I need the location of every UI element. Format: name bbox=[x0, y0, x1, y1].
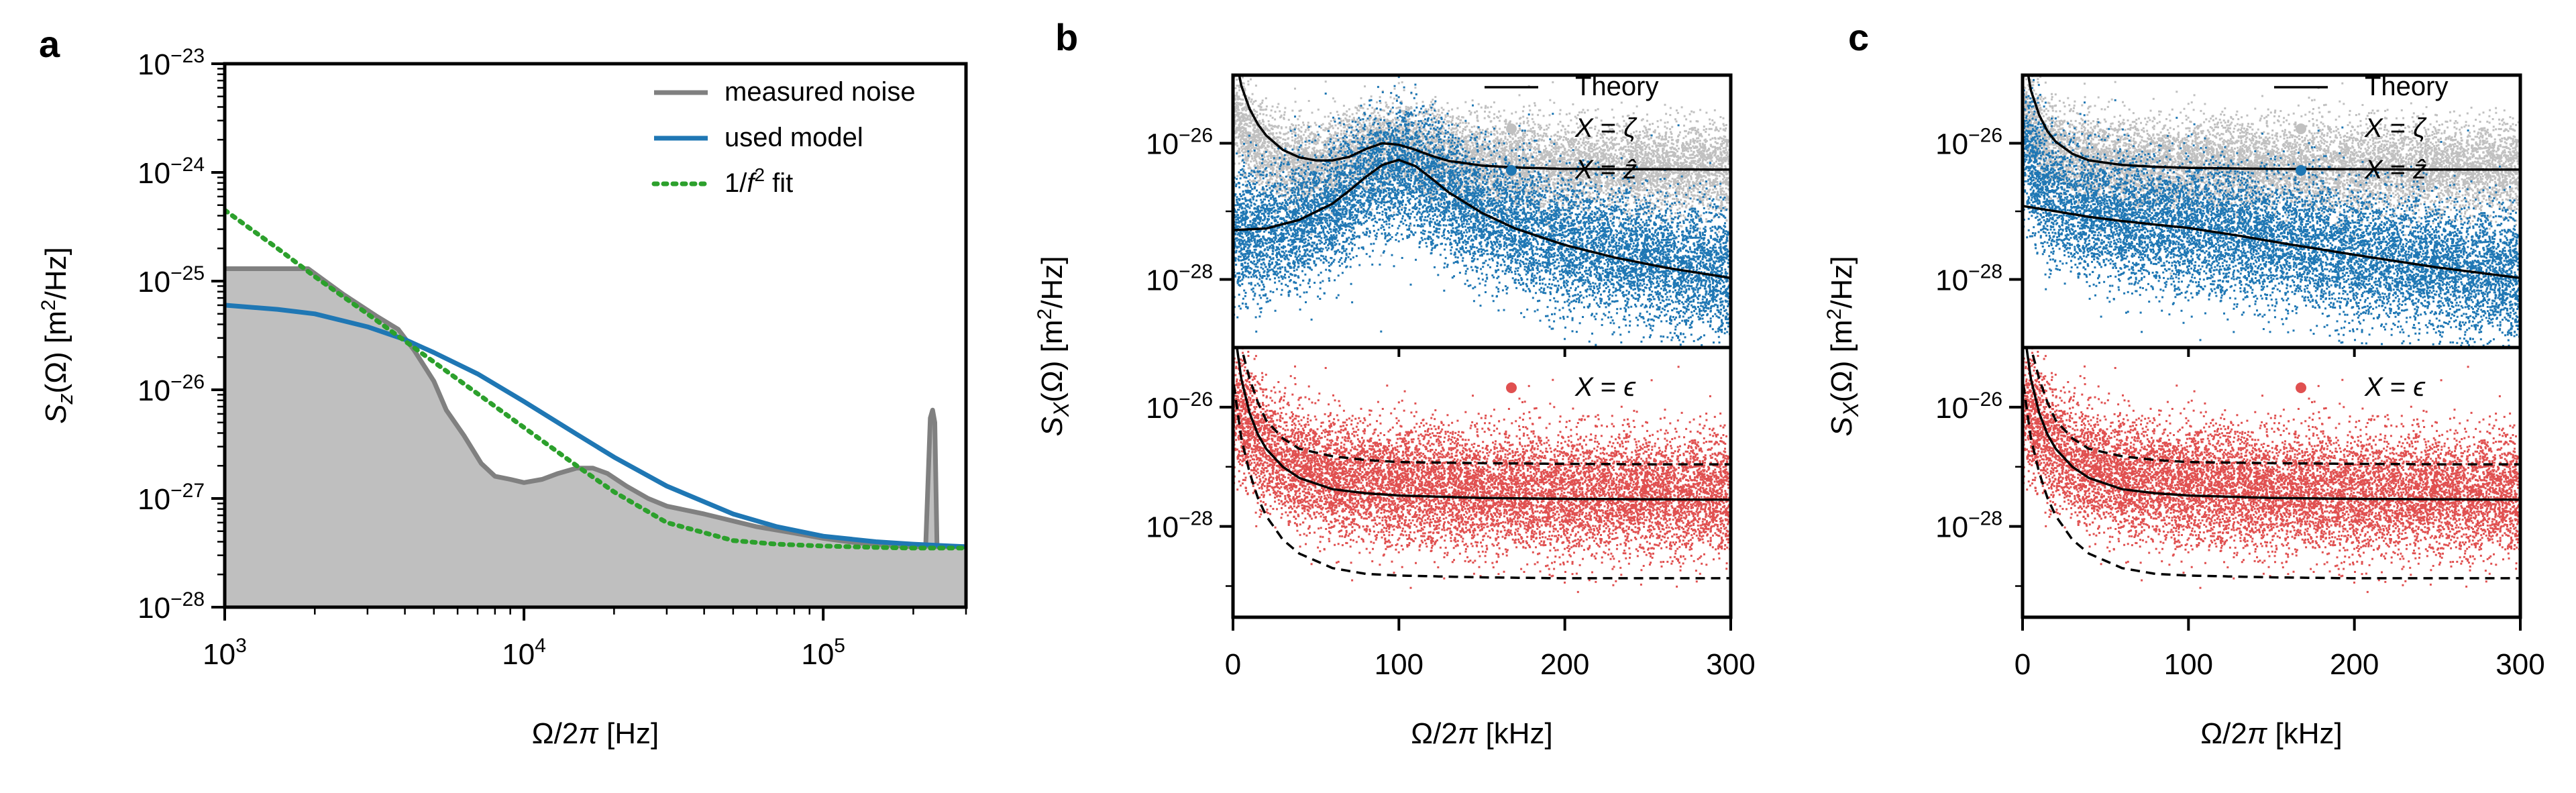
x-tick-label: 104 bbox=[502, 635, 546, 671]
panel-c-spectra: 0 100 200 300 10−26 10−28 10−26 10−28 Ω/2π [kHz]… bbox=[1823, 48, 2545, 750]
x-tick-label: 100 bbox=[1375, 648, 1424, 681]
x-tick-label: 200 bbox=[2330, 648, 2379, 681]
legend-swatch-dot bbox=[1506, 165, 1517, 176]
x-tick-label: 103 bbox=[203, 635, 247, 671]
legend-label: used model bbox=[724, 123, 863, 152]
x-tick-label: 200 bbox=[1540, 648, 1589, 681]
x-tick-label: 300 bbox=[2496, 648, 2544, 681]
y-axis-label: Sz(Ω) [m2/Hz] bbox=[38, 247, 77, 424]
y-tick-label: 10−25 bbox=[138, 262, 205, 299]
y-tick-label: 10−26 bbox=[1146, 125, 1213, 161]
x-tick-label: 105 bbox=[801, 635, 845, 671]
legend-swatch-dot bbox=[2296, 165, 2306, 176]
scatter-epsilon-points bbox=[1233, 338, 1733, 628]
legend-label: X = ζ bbox=[1574, 113, 1638, 143]
legend-label: measured noise bbox=[724, 77, 916, 107]
legend-label: 1/f2 fit bbox=[724, 164, 793, 198]
legend-swatch-dot bbox=[1506, 382, 1517, 393]
x-tick-label: 0 bbox=[1225, 648, 1241, 681]
y-tick-label: 10−24 bbox=[138, 154, 205, 190]
scatter-epsilon bbox=[2023, 338, 2522, 628]
y-tick-label: 10−26 bbox=[138, 371, 205, 407]
legend-label: X = ẑ bbox=[1574, 155, 1637, 184]
x-tick-label: 100 bbox=[2164, 648, 2213, 681]
legend-label: Theory bbox=[2365, 72, 2449, 101]
y-tick-label: 10−27 bbox=[138, 480, 205, 516]
legend-swatch-dot bbox=[1506, 123, 1517, 134]
panel-letter-b: b bbox=[1055, 16, 1078, 58]
scatter-zhat bbox=[2023, 70, 2522, 383]
legend-label: X = ϵ bbox=[2364, 372, 2426, 402]
x-tick-label: 300 bbox=[1706, 648, 1755, 681]
scatter-epsilon-points bbox=[2023, 338, 2522, 628]
bottom-plot-area bbox=[2023, 294, 2522, 627]
legend-label: X = ẑ bbox=[2364, 155, 2426, 184]
plot-area bbox=[225, 210, 966, 607]
panel-letter-c: c bbox=[1848, 16, 1869, 58]
scatter-zhat-points bbox=[2023, 70, 2522, 383]
y-tick-label: 10−28 bbox=[138, 588, 205, 625]
legend-swatch-dot bbox=[2296, 382, 2306, 393]
legend-label: X = ζ bbox=[2364, 113, 2427, 143]
y-tick-label: 10−23 bbox=[138, 45, 205, 81]
panel-b-spectra: 0 100 200 300 10−26 10−28 10−26 10−28 Ω/2π [kHz]… bbox=[1034, 47, 1756, 750]
legend-label: X = ϵ bbox=[1574, 372, 1636, 402]
y-tick-label: 10−26 bbox=[1146, 388, 1213, 425]
legend-swatch-dot bbox=[2296, 123, 2306, 134]
panel-a-noise-spectrum: 103 104 105 10−28 10−27 10−26 10−25 10−24 10−23 Ω… bbox=[38, 45, 966, 750]
x-axis-label: Ω/2π [kHz] bbox=[1411, 717, 1553, 750]
legend-label: Theory bbox=[1575, 72, 1659, 101]
theory-line-epsilon-2 bbox=[2023, 294, 2520, 464]
x-axis-label: Ω/2π [Hz] bbox=[532, 717, 659, 750]
y-tick-label: 10−28 bbox=[1146, 261, 1213, 297]
scatter-epsilon bbox=[1233, 338, 1733, 628]
y-tick-label: 10−28 bbox=[1146, 508, 1213, 544]
x-tick-label: 0 bbox=[2015, 648, 2031, 681]
theory-line-epsilon-2 bbox=[1234, 294, 1731, 464]
y-axis-label: SX(Ω) [m2/Hz] bbox=[1823, 256, 1863, 437]
y-tick-label: 10−26 bbox=[1935, 388, 2002, 425]
y-tick-label: 10−28 bbox=[1935, 508, 2002, 544]
panel-letter-a: a bbox=[39, 23, 60, 65]
y-tick-label: 10−26 bbox=[1935, 125, 2002, 161]
x-axis-label: Ω/2π [kHz] bbox=[2200, 717, 2343, 750]
y-axis-label: SX(Ω) [m2/Hz] bbox=[1034, 256, 1073, 437]
y-tick-label: 10−28 bbox=[1935, 261, 2002, 297]
bottom-plot-area bbox=[1233, 294, 1733, 627]
